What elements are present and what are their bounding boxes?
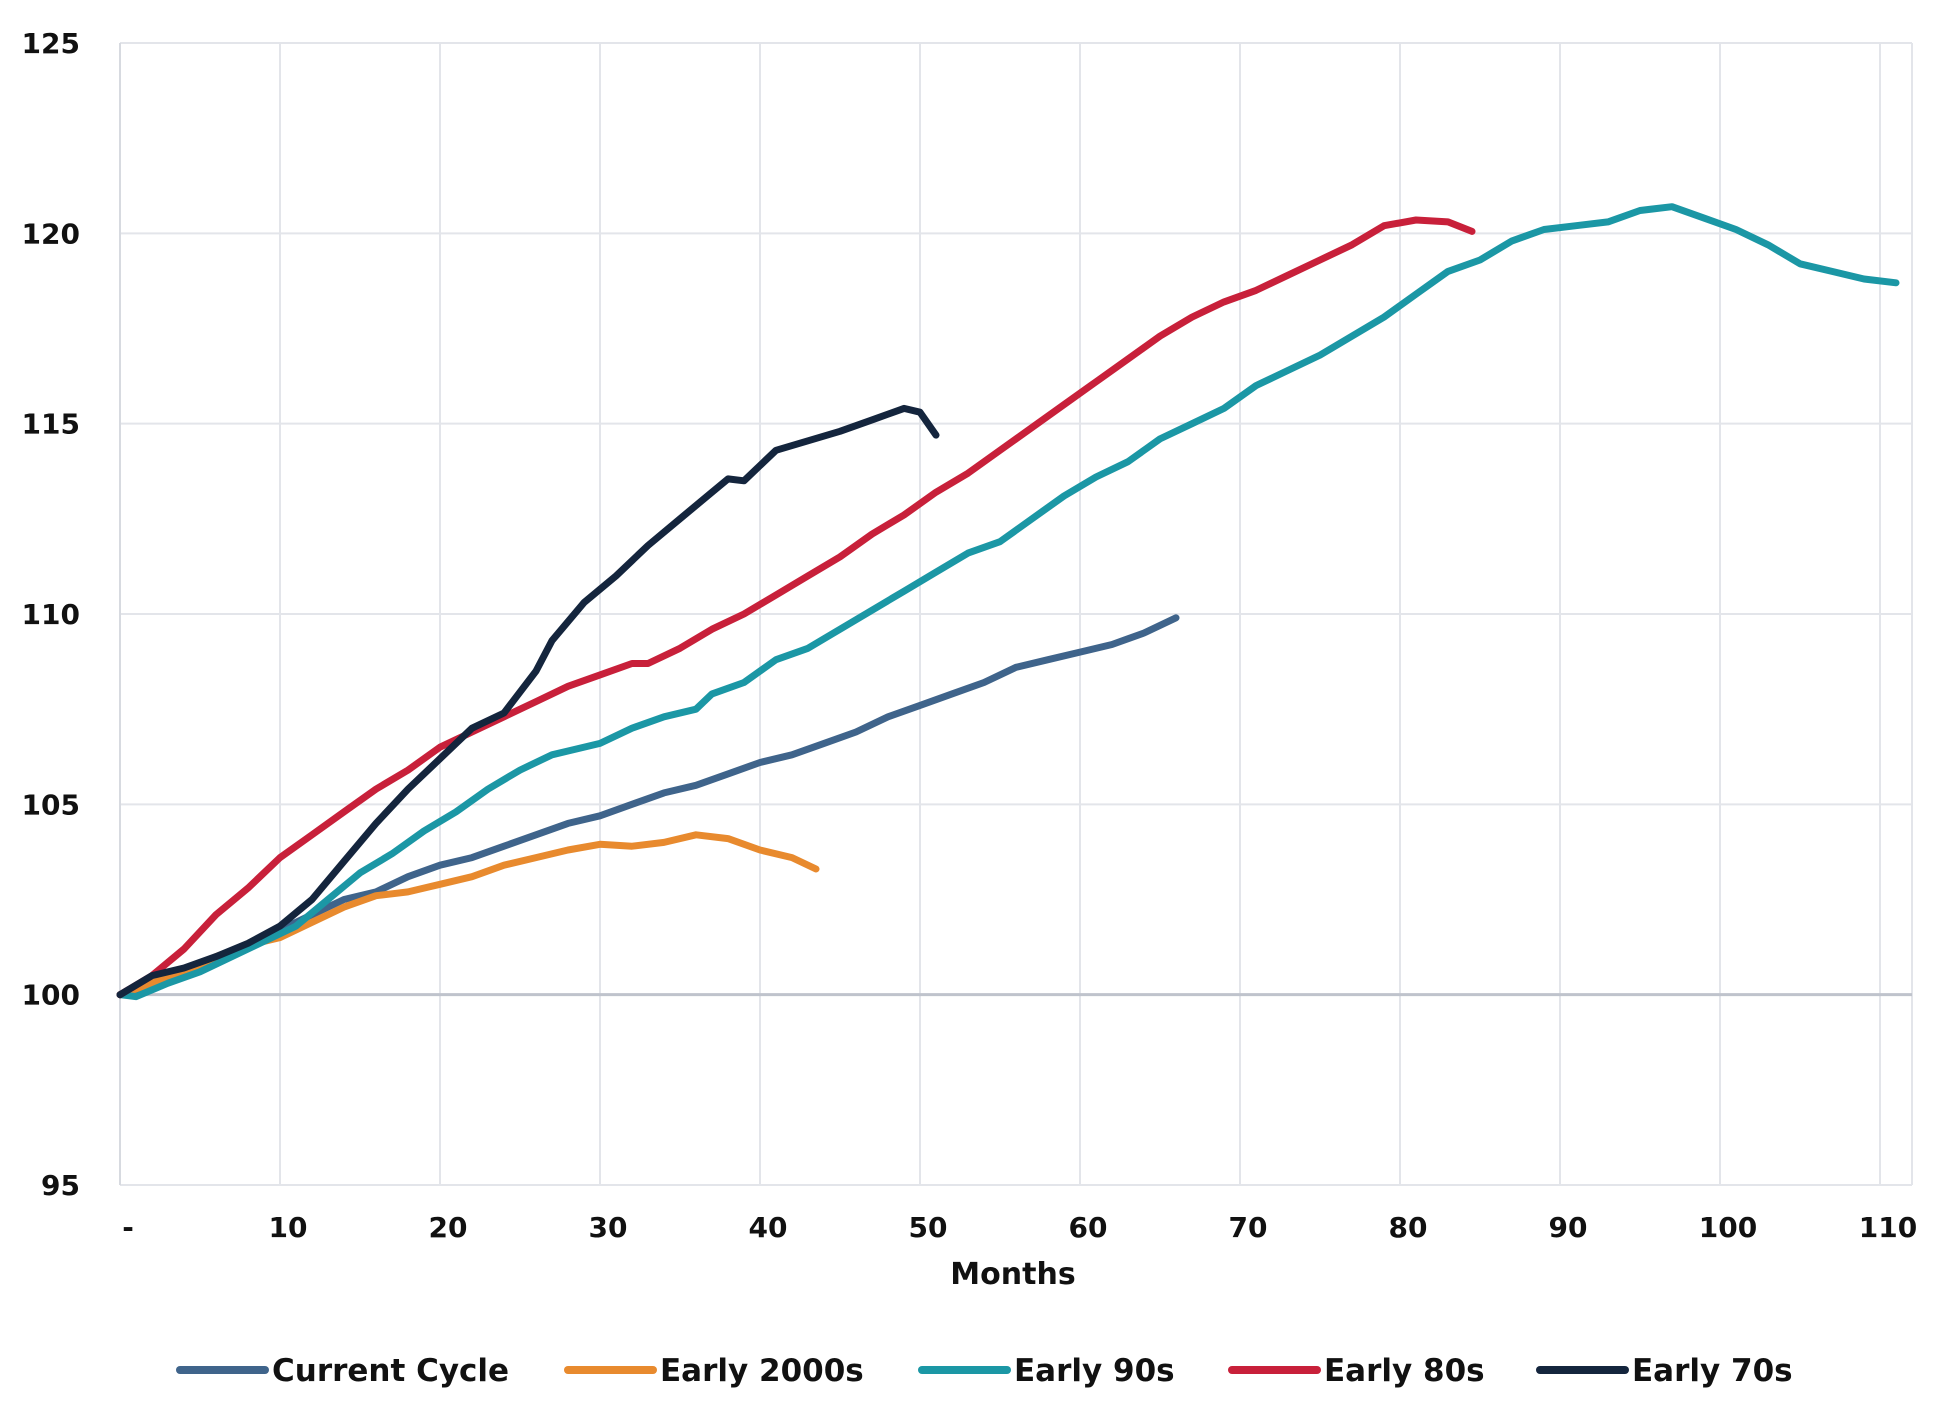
x-tick-label: 50: [909, 1211, 948, 1244]
legend-label: Current Cycle: [272, 1353, 509, 1389]
x-tick-label: 40: [749, 1211, 788, 1244]
series-line-early-70s: [116, 404, 940, 999]
legend-label: Early 2000s: [660, 1353, 864, 1389]
series-line-early-90s: [116, 203, 1900, 1001]
series-lines: [116, 203, 1900, 1001]
series-line-early-80s: [116, 216, 1476, 999]
x-axis-title: Months: [950, 1257, 1075, 1292]
x-tick-label: 110: [1859, 1211, 1917, 1244]
x-tick-label: 90: [1549, 1211, 1588, 1244]
y-tick-label: 110: [22, 598, 80, 631]
y-axis-tick-labels: 95 100 105 110 115 120 125: [22, 27, 80, 1202]
x-tick-label: -: [122, 1211, 134, 1244]
x-tick-label: 30: [589, 1211, 628, 1244]
legend-label: Early 90s: [1014, 1353, 1175, 1389]
legend-label: Early 70s: [1632, 1353, 1793, 1389]
x-tick-label: 80: [1389, 1211, 1428, 1244]
gridlines: [119, 42, 1913, 1186]
x-axis-tick-labels: - 10 20 30 40 50 60 70 80 90 100 110: [122, 1211, 1917, 1244]
y-tick-label: 120: [22, 217, 80, 250]
y-tick-label: 105: [22, 788, 80, 821]
y-tick-label: 115: [22, 408, 80, 441]
x-tick-label: 60: [1069, 1211, 1108, 1244]
y-tick-label: 100: [22, 979, 80, 1012]
x-tick-label: 20: [429, 1211, 468, 1244]
y-tick-label: 95: [41, 1169, 80, 1202]
y-tick-label: 125: [22, 27, 80, 60]
x-tick-label: 100: [1699, 1211, 1757, 1244]
x-tick-label: 70: [1229, 1211, 1268, 1244]
legend-label: Early 80s: [1324, 1353, 1485, 1389]
x-tick-label: 10: [269, 1211, 308, 1244]
legend: Current Cycle Early 2000s Early 90s Early 8…: [176, 1353, 1793, 1389]
